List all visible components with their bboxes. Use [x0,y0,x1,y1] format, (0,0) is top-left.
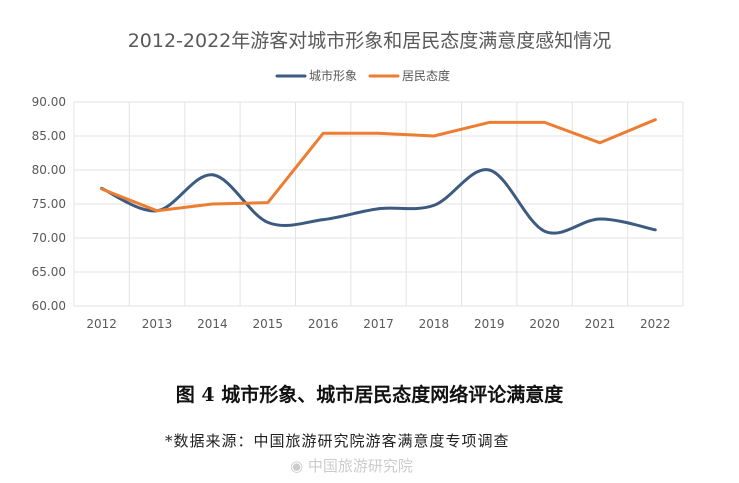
y-tick-label: 75.00 [32,197,66,211]
y-tick-label: 65.00 [32,265,66,279]
x-tick-label: 2018 [419,317,450,331]
watermark: ◉ 中国旅游研究院 [290,455,413,476]
legend-label: 居民态度 [402,68,450,83]
x-tick-label: 2020 [529,317,560,331]
y-tick-label: 80.00 [32,163,66,177]
x-tick-label: 2017 [363,317,394,331]
x-tick-label: 2019 [474,317,505,331]
x-tick-label: 2014 [197,317,228,331]
x-tick-label: 2022 [640,317,671,331]
x-tick-label: 2021 [585,317,616,331]
weibo-icon: ◉ [290,457,308,475]
watermark-text: 中国旅游研究院 [307,457,413,475]
y-tick-label: 85.00 [32,129,66,143]
x-tick-label: 2015 [252,317,283,331]
y-tick-label: 90.00 [32,95,66,109]
x-tick-label: 2012 [86,317,117,331]
legend-label: 城市形象 [309,68,357,83]
figure-caption: 图 4 城市形象、城市居民态度网络评论满意度 [175,384,564,406]
chart-title: 2012-2022年游客对城市形象和居民态度满意度感知情况 [127,30,612,52]
line-chart: 60.00 65.00 70.00 75.00 80.00 85.00 90.00 2012 2… [32,68,684,331]
y-tick-label: 70.00 [32,231,66,245]
x-tick-label: 2013 [142,317,173,331]
y-tick-label: 60.00 [32,299,66,313]
x-tick-label: 2016 [308,317,339,331]
data-source: *数据来源：中国旅游研究院游客满意度专项调查 [165,432,510,450]
